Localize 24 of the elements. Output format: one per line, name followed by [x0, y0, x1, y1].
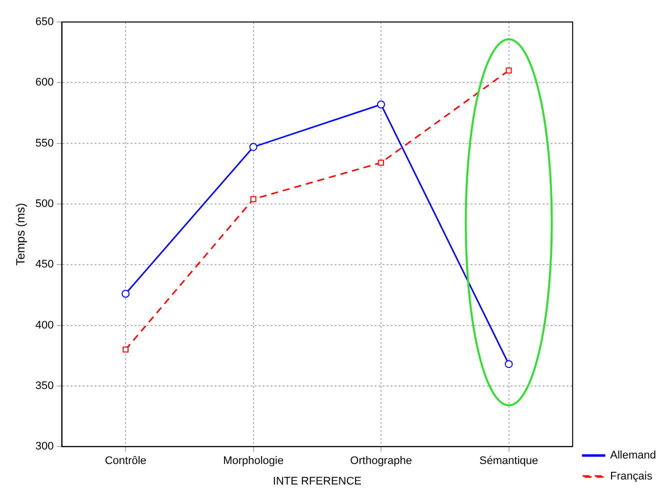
- point: [122, 346, 129, 353]
- legend-label: Français: [610, 470, 653, 483]
- legend-label: Allemand: [610, 450, 656, 462]
- x-tick-label: Morphologie: [223, 455, 284, 468]
- x-axis-title: INTE RFERENCE: [272, 475, 362, 488]
- y-tick-label: 450: [35, 258, 54, 271]
- y-axis-title: Temps (ms): [14, 202, 28, 266]
- y-tick-label: 400: [35, 319, 54, 332]
- y-tick-label: 650: [35, 16, 54, 28]
- point: [504, 360, 513, 368]
- point: [378, 160, 384, 166]
- y-tick-label: 500: [35, 198, 54, 210]
- y-tick-label: 350: [35, 380, 54, 392]
- x-tick-label: Orthographe: [350, 455, 412, 468]
- x-tick-label: Sémantique: [479, 455, 538, 468]
- y-tick-label: 550: [35, 137, 54, 150]
- x-tick-label: Contrôle: [104, 455, 146, 468]
- y-tick-label: 600: [35, 76, 54, 89]
- y-tick-label: 300: [35, 440, 54, 453]
- point: [122, 290, 130, 298]
- point: [377, 100, 386, 108]
- point: [249, 142, 258, 151]
- point: [506, 68, 512, 74]
- point: [250, 196, 256, 202]
